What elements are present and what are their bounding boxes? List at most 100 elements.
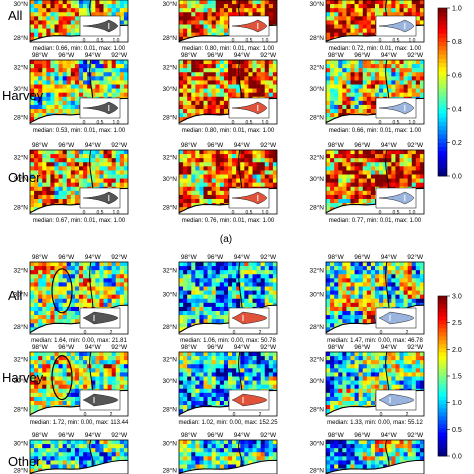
lon-tick-label: 92°W (407, 253, 424, 261)
stat-label: median: 0.72, min: 0.01, max: 1.00 (329, 46, 422, 52)
svg-text:0: 0 (84, 330, 87, 336)
lat-tick-label: 30°N (13, 439, 28, 447)
lat-tick-label: 32°N (13, 267, 28, 275)
lon-tick-label: 98°W (181, 431, 198, 439)
svg-text:0.5: 0.5 (393, 38, 400, 44)
lon-tick-label: 92°W (407, 51, 424, 59)
lon-tick-label: 96°W (58, 51, 75, 59)
svg-text:1.0: 1.0 (113, 120, 120, 126)
colorbars: 0.00.20.40.60.81.00.00.51.01.52.02.53.0m… (437, 6, 462, 461)
lat-tick-label: 32°N (13, 356, 28, 364)
lat-tick-label: 28°N (162, 406, 177, 414)
stat-label: median: 1.64, min: 0.00, max: 21.81 (31, 338, 127, 344)
stat-label: median: 1.33, min: 0.00, max: 55.12 (327, 420, 423, 426)
lon-tick-label: 98°W (181, 141, 198, 149)
colorbar-b: 0.00.51.01.52.02.53.0mm/hour (log) (437, 294, 462, 461)
lat-tick-label: 28°N (13, 323, 28, 331)
lon-tick-label: 92°W (407, 431, 424, 439)
lon-tick-label: 94°W (381, 51, 398, 59)
svg-text:0.5: 0.5 (97, 38, 104, 44)
colorbar-tick-label: 1.5 (452, 374, 462, 381)
lon-tick-label: 92°W (407, 343, 424, 351)
stat-label: median: 0.76, min: 0.01, max: 1.00 (182, 218, 275, 224)
lon-tick-label: 98°W (328, 51, 345, 59)
colorbar-tick-label: 3.0 (452, 294, 462, 301)
lat-tick-label: 28°N (13, 204, 28, 212)
panel-a-label: (a) (220, 234, 232, 245)
lon-tick-label: 98°W (32, 253, 49, 261)
lon-tick-label: 98°W (328, 431, 345, 439)
lat-tick-label: 30°N (13, 0, 28, 8)
stat-label: median: 1.02, min: 0.00, max: 152.25 (178, 420, 278, 426)
lon-tick-label: 98°W (32, 431, 49, 439)
svg-text:1.0: 1.0 (409, 38, 416, 44)
lon-tick-label: 98°W (32, 51, 49, 59)
lon-tick-label: 94°W (85, 51, 102, 59)
stat-label: median: 1.06, min: 0.00, max: 50.78 (180, 338, 276, 344)
lat-tick-label: 28°N (13, 114, 28, 122)
row-label-all: All (8, 288, 23, 303)
lat-tick-label: 30°N (309, 290, 324, 298)
lat-tick-label: 28°N (309, 323, 324, 331)
lon-tick-label: 92°W (260, 141, 277, 149)
row-label-harvey: Harvey (2, 88, 44, 103)
lon-tick-label: 92°W (260, 253, 277, 261)
lat-tick-label: 30°N (162, 377, 177, 385)
colorbar-tick-label: 0.6 (452, 73, 462, 80)
row-label-other: Other (8, 170, 41, 185)
violin-inset: 0 0.5 1.0 (79, 15, 121, 44)
lon-tick-label: 96°W (207, 253, 224, 261)
stat-label: median: 1.47, min: 0.00, max: 46.78 (327, 338, 423, 344)
lat-tick-label: 28°N (309, 34, 324, 42)
lat-tick-label: 32°N (13, 64, 28, 72)
map-panels: 30°N 28°N 0 0.5 1.0 median: 0.66, min: 0.01, … (13, 0, 425, 474)
colorbar-tick-label: 0.0 (452, 174, 462, 181)
map-b-r1-c1: 32°N 30°N 28°N 98°W 96°W 94°W 92°W 0 2 median: 1.… (162, 343, 278, 426)
lat-tick-label: 30°N (13, 377, 28, 385)
lon-tick-label: 92°W (111, 141, 128, 149)
violin-inset: 0 0.5 1.0 (375, 187, 417, 216)
lon-tick-label: 98°W (181, 343, 198, 351)
row-label-all: All (8, 8, 23, 23)
lon-tick-label: 96°W (354, 253, 371, 261)
lon-tick-label: 96°W (207, 141, 224, 149)
lon-tick-label: 94°W (85, 343, 102, 351)
svg-text:0: 0 (83, 210, 86, 216)
lat-tick-label: 30°N (162, 85, 177, 93)
lon-tick-label: 92°W (260, 431, 277, 439)
lon-tick-label: 96°W (58, 141, 75, 149)
lon-tick-label: 96°W (207, 51, 224, 59)
svg-text:0: 0 (232, 120, 235, 126)
violin-inset: 0 0.5 1.0 (228, 15, 270, 44)
stat-label: median: 0.80, min: 0.01, max: 1.00 (182, 128, 275, 134)
colorbar-tick-label: 0.0 (452, 454, 462, 461)
lon-tick-label: 94°W (234, 343, 251, 351)
lat-tick-label: 28°N (309, 467, 324, 474)
lat-tick-label: 32°N (309, 267, 324, 275)
map-b-r2-c2: 30°N 28°N 98°W 96°W 94°W 92°W (309, 431, 425, 474)
map-b-r2-c0: 30°N 28°N 98°W 96°W 94°W 92°W (13, 431, 129, 474)
colorbar-tick-label: 0.2 (452, 140, 462, 147)
violin-inset: 0 0.5 1.0 (79, 97, 121, 126)
stat-label: median: 0.66, min: 0.01, max: 1.00 (329, 128, 422, 134)
lon-tick-label: 94°W (234, 431, 251, 439)
stat-label: median: 1.72, min: 0.00, max: 113.44 (30, 420, 129, 426)
lat-tick-label: 30°N (309, 85, 324, 93)
row-label-harvey: Harvey (2, 370, 44, 385)
svg-text:2: 2 (259, 330, 262, 336)
violin-inset: 0 0.5 1.0 (228, 187, 270, 216)
svg-text:0: 0 (83, 120, 86, 126)
svg-text:0: 0 (83, 38, 86, 44)
lon-tick-label: 94°W (234, 141, 251, 149)
map-a-r0-c1: 30°N 28°N 0 0.5 1.0 median: 0.80, min: 0.01, … (162, 0, 278, 52)
svg-text:0.5: 0.5 (246, 210, 253, 216)
colorbar-tick-label: 2.5 (452, 320, 462, 327)
